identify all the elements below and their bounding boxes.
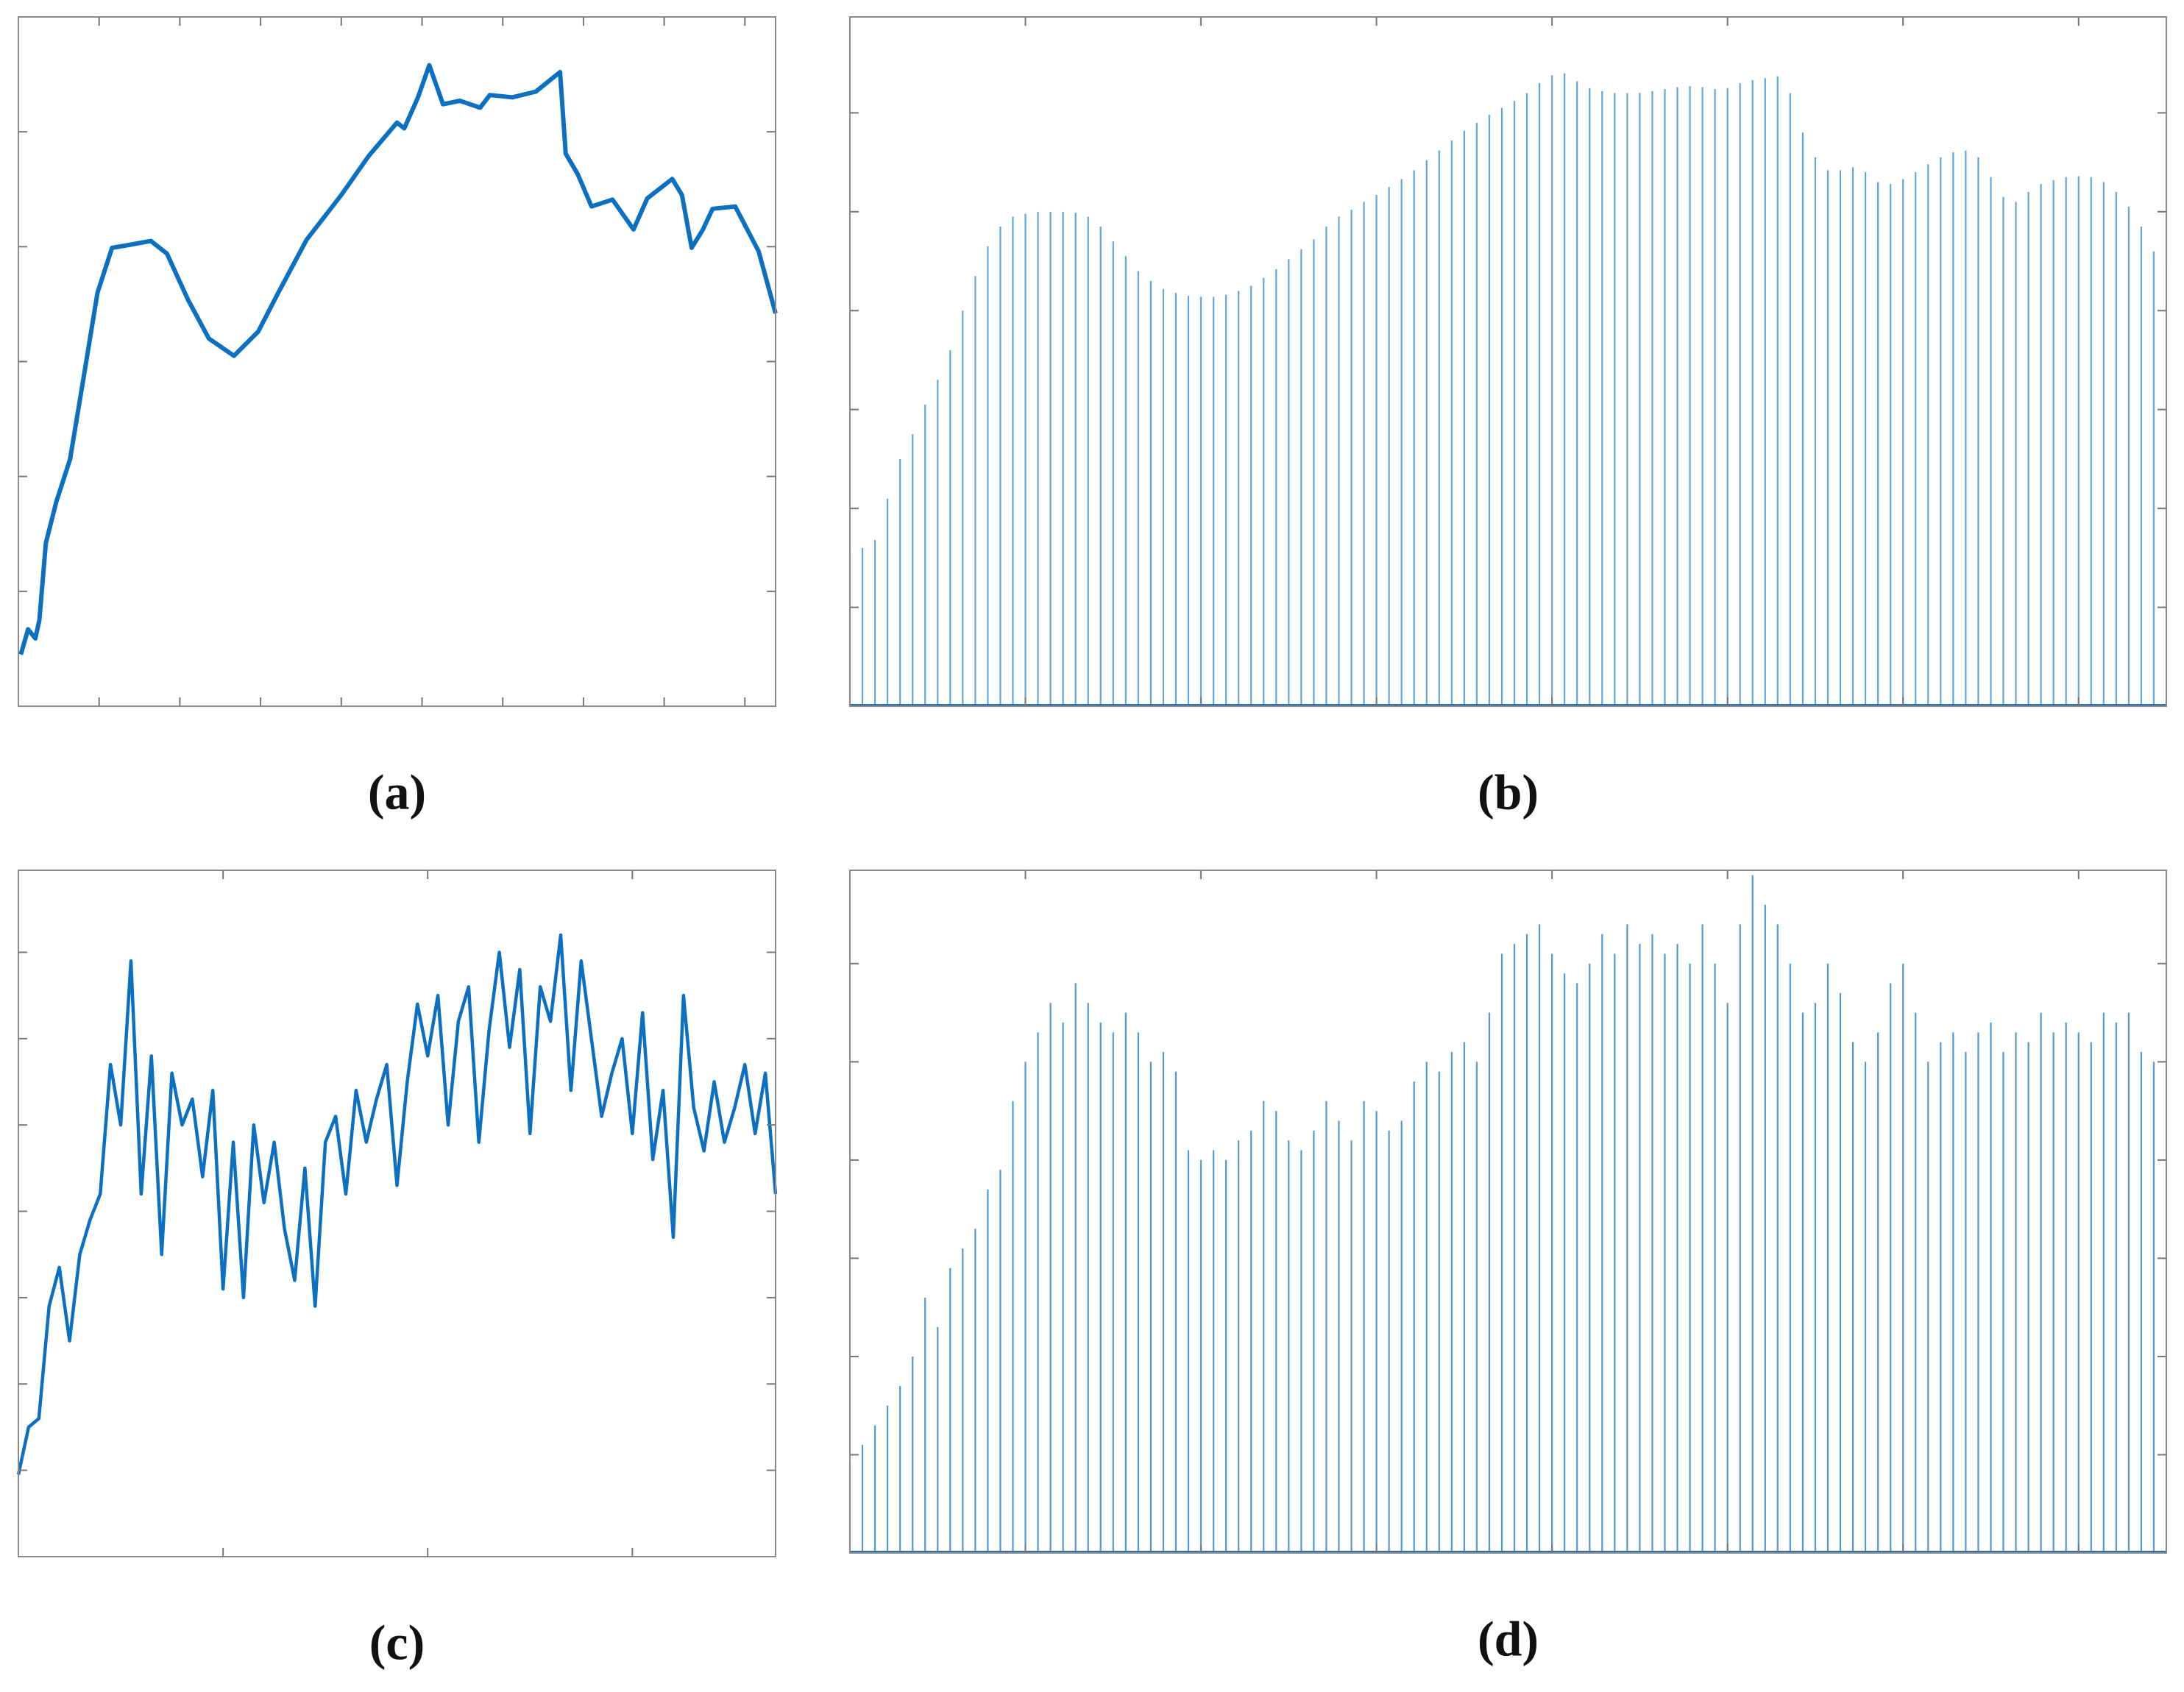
panel: (a) — [18, 16, 778, 820]
panel-label: (a) — [368, 764, 426, 820]
axes-box — [849, 870, 2167, 1554]
panel: (d) — [848, 870, 2168, 1667]
panel-label: (b) — [1478, 764, 1539, 820]
panel: (b) — [848, 16, 2168, 820]
data-line — [16, 933, 778, 1475]
axes-box — [18, 16, 776, 707]
panel: (c) — [16, 870, 778, 1671]
axes-box — [18, 870, 776, 1557]
data-line — [18, 63, 778, 655]
panel-label: (d) — [1478, 1611, 1539, 1667]
panel-label: (c) — [369, 1615, 425, 1671]
axes-box — [849, 16, 2167, 707]
